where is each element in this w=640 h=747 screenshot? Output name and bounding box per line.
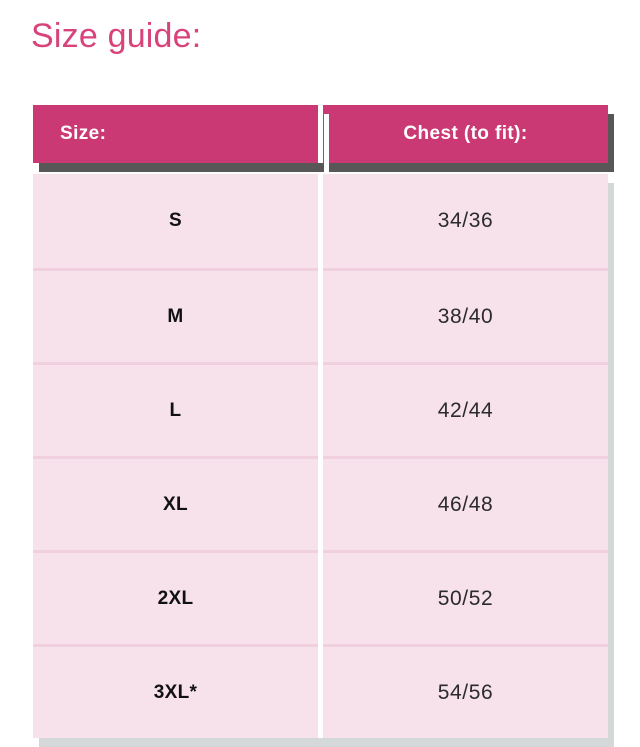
cell-size: S bbox=[169, 210, 182, 231]
table-row: 3XL* 54/56 bbox=[33, 644, 608, 738]
column-header-size-label: Size: bbox=[60, 123, 107, 144]
table-header-row: Size: Chest (to fit): bbox=[33, 105, 608, 163]
cell-chest: 46/48 bbox=[437, 492, 494, 516]
cell-size: XL bbox=[163, 493, 188, 515]
cell-size: 3XL* bbox=[153, 681, 198, 703]
table-row: M 38/40 bbox=[33, 268, 608, 362]
cell-chest: 42/44 bbox=[437, 398, 494, 422]
column-header-chest: Chest (to fit): bbox=[323, 105, 608, 163]
column-divider bbox=[318, 644, 323, 738]
column-divider bbox=[318, 550, 323, 644]
cell-chest: 54/56 bbox=[437, 680, 494, 704]
cell-chest: 34/36 bbox=[437, 209, 494, 232]
column-divider bbox=[318, 456, 323, 550]
cell-size: L bbox=[169, 399, 182, 421]
table-row: XL 46/48 bbox=[33, 456, 608, 550]
table-row: L 42/44 bbox=[33, 362, 608, 456]
table-body: S 34/36 M 38/40 L 42/44 XL 46/48 2XL 50/… bbox=[33, 174, 608, 738]
page-title: Size guide: bbox=[31, 17, 202, 55]
table-row: S 34/36 bbox=[33, 174, 608, 268]
column-divider bbox=[318, 268, 323, 362]
cell-chest: 38/40 bbox=[437, 304, 494, 328]
column-divider bbox=[318, 362, 323, 456]
cell-size: M bbox=[167, 305, 184, 327]
table-row: 2XL 50/52 bbox=[33, 550, 608, 644]
column-divider bbox=[318, 174, 323, 268]
column-header-size: Size: bbox=[33, 105, 318, 163]
cell-size: 2XL bbox=[157, 587, 194, 609]
cell-chest: 50/52 bbox=[437, 586, 494, 610]
size-guide-table: Size: Chest (to fit): S 34/36 M 38/40 L … bbox=[33, 105, 608, 738]
header-column-divider bbox=[318, 105, 323, 163]
column-header-chest-label: Chest (to fit): bbox=[403, 123, 528, 144]
